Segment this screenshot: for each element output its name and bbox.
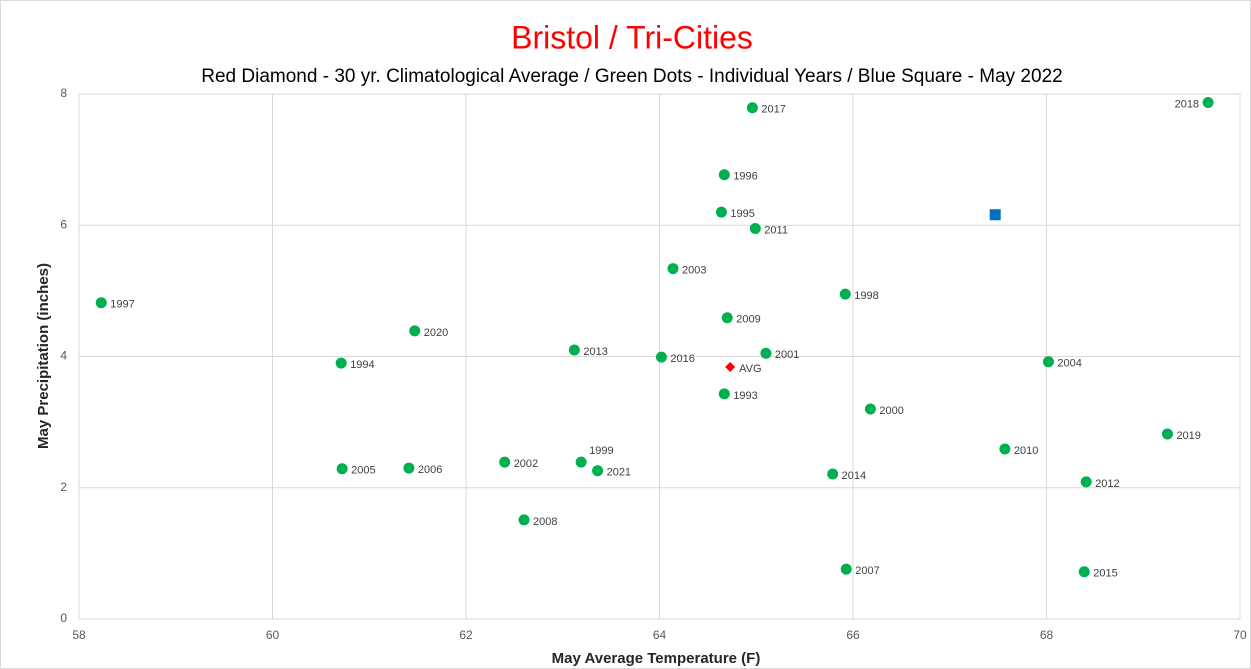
point [746,102,758,114]
point-label: 2010 [1014,445,1038,457]
point-label: 1996 [733,171,757,183]
point-label: 2020 [424,327,448,339]
point-label: 1997 [110,299,134,311]
point [518,514,530,526]
point-label: 2006 [418,464,442,476]
point [864,403,876,415]
point [725,362,736,372]
point [989,209,1001,221]
x-tick-label: 66 [846,628,860,642]
x-tick-label: 64 [653,628,667,642]
point [1161,428,1173,440]
y-tick-label: 0 [60,611,67,625]
point [667,263,679,275]
x-tick-label: 60 [266,628,280,642]
point-label: 2005 [351,465,375,477]
point [655,351,667,363]
point-label: 2016 [670,353,694,365]
point [760,347,772,359]
point [568,344,580,356]
point [827,468,839,480]
point [721,312,733,324]
point-label: 1993 [733,390,757,402]
x-tick-label: 68 [1040,628,1054,642]
point [336,463,348,475]
point [718,388,730,400]
point-label: 2014 [842,470,866,482]
point-label: 2021 [607,467,631,479]
point [499,456,511,468]
x-tick-label: 62 [459,628,473,642]
y-tick-label: 8 [60,86,67,100]
point [718,169,730,181]
point [575,456,587,468]
point-label: 2012 [1095,478,1119,490]
point-label: 2019 [1176,430,1200,442]
point-label: 1999 [589,445,613,457]
point [999,443,1011,455]
point-label: 2011 [764,224,788,236]
point-label: 1998 [854,290,878,302]
chart-subtitle: Red Diamond - 30 yr. Climatological Aver… [201,66,1062,87]
x-axis-label: May Average Temperature (F) [552,650,761,667]
x-tick-label: 58 [72,628,86,642]
point-label: 2004 [1057,358,1081,370]
point-label: 1995 [730,208,754,220]
point [840,563,852,575]
point [839,288,851,300]
point-label: 1994 [350,359,374,371]
point [335,357,347,369]
point [95,297,107,309]
point [1078,566,1090,578]
y-tick-label: 4 [60,349,67,363]
point [592,465,604,477]
point-label: 2008 [533,516,557,528]
point-label: AVG [739,363,761,375]
point-label: 2003 [682,264,706,276]
point-label: 2001 [775,349,799,361]
y-tick-label: 6 [60,217,67,231]
chart-title: Bristol / Tri-Cities [511,19,753,55]
point [403,462,415,474]
point [1080,476,1092,488]
point-label: 2017 [761,104,785,116]
point-label: 2002 [514,458,538,470]
point [715,206,727,218]
y-axis-label: May Precipitation (inches) [35,263,52,449]
point [1042,356,1054,368]
point-label: 2000 [879,405,903,417]
point [749,223,761,235]
point-label: 2018 [1175,98,1199,110]
point [1202,97,1214,109]
point-label: 2007 [855,565,879,577]
point-label: 2015 [1093,568,1117,580]
y-tick-label: 2 [60,480,67,494]
x-tick-label: 70 [1233,628,1247,642]
point-label: 2009 [736,314,760,326]
point [409,325,421,337]
point-label: 2013 [583,346,607,358]
